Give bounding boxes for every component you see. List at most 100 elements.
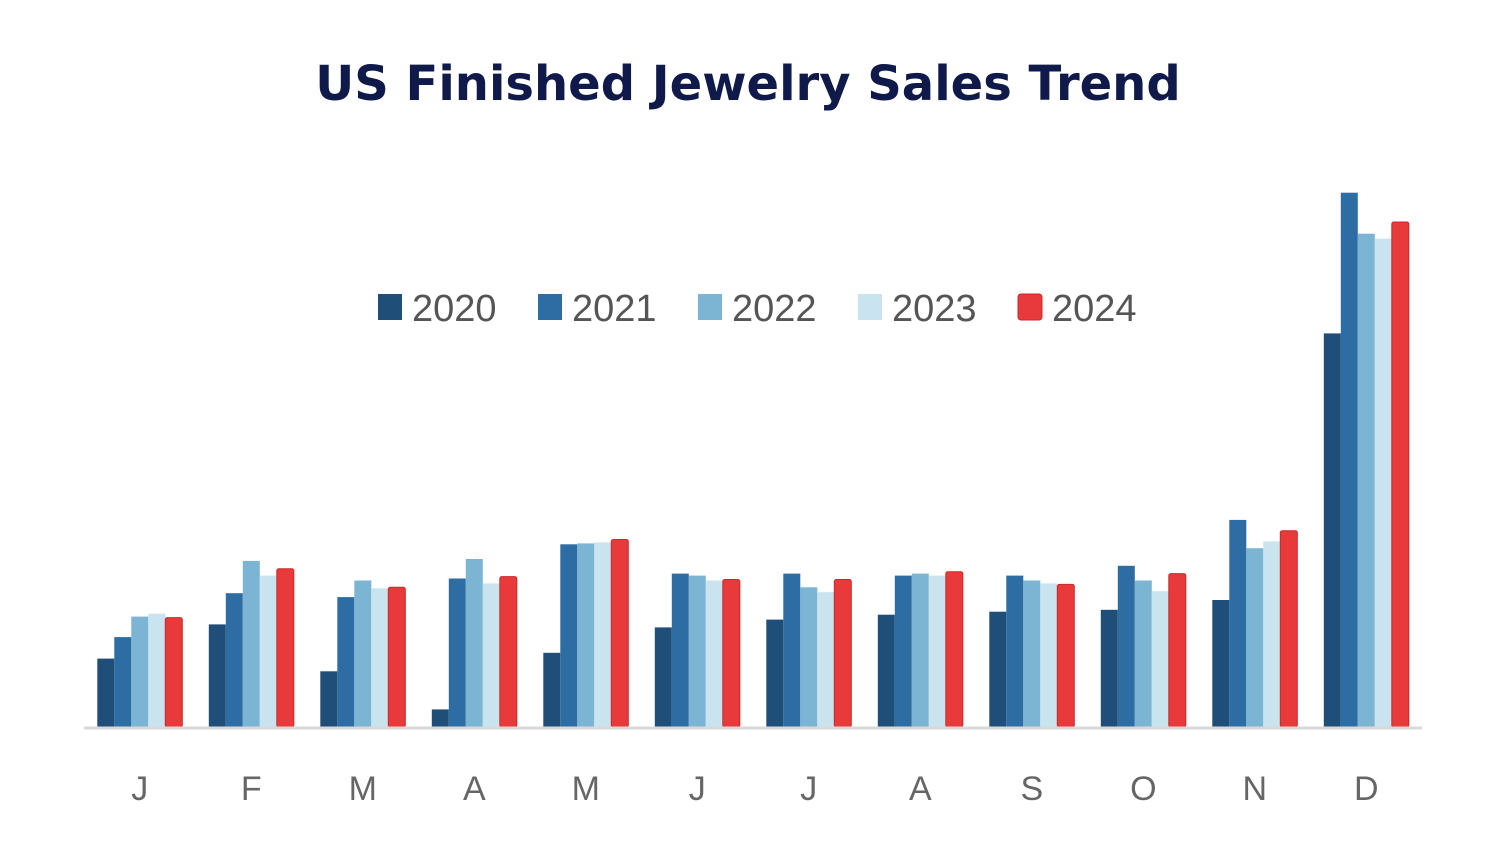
bar-2022 [688, 575, 706, 727]
legend-swatch [698, 294, 722, 320]
bar-2022 [911, 573, 929, 727]
bar-2021 [1006, 575, 1024, 727]
legend-swatch [378, 294, 402, 320]
bar-group [97, 613, 183, 728]
chart-title: US Finished Jewelry Sales Trend [315, 56, 1180, 112]
x-tick-label: D [1354, 770, 1379, 808]
bar-2024 [164, 617, 183, 728]
bar-2021 [1229, 519, 1247, 727]
bar-2022 [1134, 580, 1152, 727]
bar-2024 [945, 571, 964, 728]
legend-label: 2024 [1052, 288, 1137, 330]
x-tick-label: M [572, 770, 600, 808]
legend-item: 2020 [378, 288, 497, 330]
bar-2022 [354, 580, 372, 727]
bar-2020 [1100, 609, 1118, 727]
bar-2022 [242, 560, 260, 727]
bar-2023 [259, 575, 277, 727]
bar-2021 [783, 573, 801, 727]
bar-2023 [148, 613, 166, 727]
bar-2023 [594, 542, 612, 727]
x-tick-label: S [1020, 770, 1043, 808]
bar-group [431, 559, 518, 728]
bar-group [543, 539, 629, 728]
bar-2024 [276, 568, 295, 728]
bar-2022 [465, 559, 483, 727]
bar-2021 [1117, 565, 1135, 727]
bar-2023 [1151, 591, 1169, 727]
legend-item: 2023 [858, 288, 977, 330]
bar-2020 [1323, 333, 1341, 727]
legend-swatch [538, 294, 562, 320]
bar-2024 [722, 579, 741, 728]
legend-item: 2022 [698, 288, 817, 330]
bar-2022 [1246, 548, 1264, 727]
bar-2021 [671, 573, 689, 727]
bar-2020 [208, 624, 226, 727]
legend-label: 2021 [572, 288, 657, 330]
legend-swatch [1017, 293, 1043, 321]
bar-group [654, 573, 741, 728]
bar-2022 [577, 543, 595, 727]
bar-group [1323, 192, 1410, 728]
legend-item: 2021 [538, 288, 657, 330]
bar-2024 [499, 576, 518, 728]
bar-2023 [1374, 238, 1392, 727]
bar-2023 [1263, 541, 1281, 727]
bar-2020 [320, 671, 338, 727]
bar-2020 [877, 614, 895, 727]
bar-2024 [1168, 573, 1187, 728]
legend-item: 2024 [1017, 288, 1137, 330]
bar-2022 [1023, 580, 1041, 727]
bar-2023 [371, 588, 389, 727]
x-tick-label: M [349, 770, 377, 808]
bar-2021 [560, 544, 578, 727]
bar-2023 [928, 575, 946, 727]
legend-swatch [858, 294, 882, 320]
bar-2023 [817, 592, 835, 727]
bar-2021 [894, 575, 912, 727]
bar-2023 [482, 583, 500, 727]
x-tick-label: O [1130, 770, 1156, 808]
bar-group [1212, 519, 1298, 728]
bar-2024 [610, 539, 629, 728]
legend-label: 2020 [412, 288, 497, 330]
bar-2024 [1279, 530, 1298, 728]
bar-group [877, 571, 964, 728]
bar-2021 [337, 597, 355, 727]
bar-group [1100, 565, 1187, 728]
bar-2022 [800, 587, 818, 727]
bar-2020 [654, 627, 672, 727]
bar-2020 [989, 611, 1007, 727]
x-tick-label: N [1243, 770, 1268, 808]
bar-2022 [1357, 233, 1375, 727]
x-tick-label: J [131, 770, 148, 808]
bar-2024 [1391, 221, 1410, 728]
bar-2024 [1056, 583, 1075, 728]
legend: 2020 2021 2022 2023 2024 [378, 288, 1137, 330]
legend-label: 2022 [732, 288, 817, 330]
bar-group [320, 580, 406, 728]
bar-2020 [431, 709, 449, 727]
bar-group [989, 575, 1075, 728]
bar-2020 [97, 658, 115, 727]
x-tick-label: J [800, 770, 817, 808]
bar-2021 [448, 578, 466, 727]
bar-2024 [833, 579, 852, 728]
bar-group [766, 573, 852, 728]
bar-2022 [131, 616, 149, 727]
bar-2020 [1212, 600, 1230, 727]
bar-2020 [543, 652, 561, 727]
x-tick-label: F [241, 770, 262, 808]
bar-2023 [1040, 583, 1058, 727]
legend-label: 2023 [892, 288, 977, 330]
bar-2020 [766, 619, 784, 727]
bar-2023 [705, 580, 723, 727]
x-tick-label: J [689, 770, 706, 808]
x-tick-label: A [463, 770, 486, 808]
bar-2021 [1340, 192, 1358, 727]
x-tick-label: A [909, 770, 932, 808]
bar-groups [97, 192, 1410, 728]
